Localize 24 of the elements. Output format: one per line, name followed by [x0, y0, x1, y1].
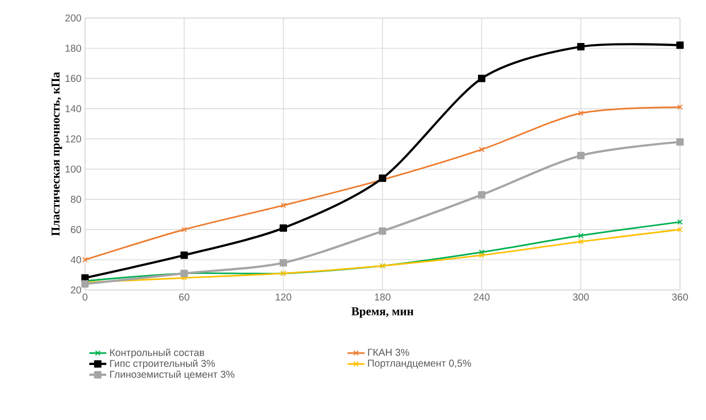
x-tick-label: 180 — [374, 294, 390, 301]
legend-label: Контрольный состав — [110, 348, 204, 358]
y-axis-title: Пластическая прочность, кПа — [52, 72, 62, 236]
y-tick-label: 200 — [65, 14, 82, 22]
y-tick-label: 100 — [66, 166, 82, 173]
legend-label: Портландцемент 0,5% — [368, 360, 472, 369]
y-tick-label: 20 — [70, 286, 82, 294]
y-tick-label: 120 — [66, 135, 82, 142]
legend-label: Гипс строительный 3% — [110, 359, 215, 369]
x-tick-label: 60 — [179, 294, 190, 301]
x-tick-label: 300 — [572, 294, 589, 301]
x-tick-label: 0 — [82, 294, 88, 301]
legend-label: Глиноземистый цемент 3% — [110, 370, 234, 380]
y-tick-label: 140 — [66, 105, 82, 112]
y-tick-label: 40 — [70, 256, 82, 264]
y-tick-label: 80 — [70, 196, 82, 203]
y-tick-label: 180 — [66, 44, 82, 52]
x-tick-label: 360 — [672, 294, 688, 301]
x-tick-label: 240 — [474, 294, 490, 301]
y-tick-label: 160 — [66, 74, 82, 82]
legend-label: ГКАН 3% — [368, 348, 410, 356]
y-tick-label: 60 — [70, 226, 82, 234]
x-axis-title: Время, мин — [351, 307, 414, 318]
x-tick-label: 120 — [276, 294, 292, 301]
